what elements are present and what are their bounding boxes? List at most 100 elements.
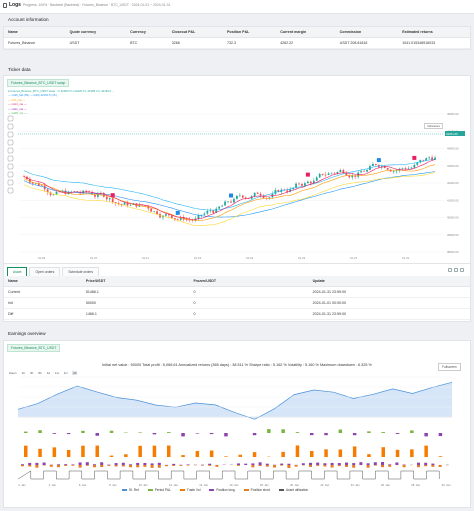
- drawing-tool-icon[interactable]: [7, 179, 14, 186]
- candle-body: [40, 185, 43, 187]
- candle-body: [389, 169, 392, 172]
- trade-marker[interactable]: [376, 158, 381, 163]
- pnl-bar: [381, 432, 385, 433]
- symbol-chip[interactable]: Futures_Binance_BTC_USDT swap: [7, 79, 70, 87]
- legend-entry[interactable]: Position long: [209, 488, 235, 492]
- drawing-tool-icon[interactable]: [7, 155, 14, 162]
- candle-body: [425, 158, 428, 161]
- trade-marker[interactable]: [229, 193, 233, 198]
- table-row: Current 51466.1 0 2024-01-31 23:59:00: [4, 286, 470, 298]
- trade-marker[interactable]: [412, 155, 417, 160]
- legend-entry[interactable]: St. Ret: [122, 488, 139, 492]
- drawing-tool-icon[interactable]: [7, 147, 14, 154]
- y-tick-label: 39000.00: [447, 233, 459, 237]
- position-short-bar: [157, 465, 161, 468]
- fullscreen-button[interactable]: Fullscreen: [438, 363, 461, 371]
- filter-icon[interactable]: [448, 268, 452, 272]
- drawing-tool-icon[interactable]: [7, 187, 14, 194]
- y-tick-label: 40000.00: [447, 216, 459, 220]
- legend-entry[interactable]: Trade Vol: [179, 488, 200, 492]
- position-short-bar: [136, 465, 140, 468]
- drawing-tool-icon[interactable]: [7, 163, 14, 170]
- volume-bar: [310, 451, 314, 457]
- candle-body: [179, 217, 182, 220]
- candle-body: [419, 159, 422, 163]
- position-long-bar: [35, 462, 39, 465]
- trade-marker[interactable]: [110, 193, 115, 198]
- volume-bar: [410, 449, 414, 457]
- zoom-option-8h[interactable]: 8h: [38, 371, 42, 375]
- candle-body: [230, 201, 232, 203]
- legend-entry[interactable]: Position short: [243, 488, 270, 492]
- position-long-bar: [337, 463, 341, 465]
- status-col-header: Name: [4, 276, 82, 287]
- x-tick-label: 10. Jan: [139, 483, 148, 487]
- pnl-bar: [95, 433, 99, 436]
- candle-body: [206, 211, 209, 214]
- account-table: Name Quote currency Currency Closeout P&L Po…: [4, 27, 470, 49]
- zoom-option-3h[interactable]: 3h: [30, 371, 34, 375]
- zoom-option-all[interactable]: All: [72, 371, 78, 375]
- trade-marker[interactable]: [305, 172, 310, 177]
- zoom-option-1h[interactable]: 1h: [21, 371, 26, 375]
- volume-bar: [381, 447, 385, 457]
- account-col-header: Name: [4, 27, 66, 38]
- drawing-tool-icon[interactable]: [7, 139, 14, 146]
- asset-price: 51466.1: [81, 286, 190, 298]
- indicators-button[interactable]: Indicators: [424, 123, 444, 129]
- zoom-option-1w[interactable]: 1w: [55, 371, 59, 375]
- candle-body: [404, 168, 407, 170]
- drawing-tool-icon[interactable]: [7, 123, 14, 130]
- legend-entry[interactable]: Period P&L: [147, 488, 171, 492]
- position-short-bar: [417, 465, 420, 468]
- position-long-bar: [251, 463, 255, 465]
- drawing-tool-icon[interactable]: [7, 115, 14, 122]
- candle-body: [333, 172, 336, 174]
- earnings-section-title: Earnings overview: [8, 331, 46, 336]
- candle-body: [336, 172, 339, 174]
- legend-entry: — rsi21_ma —: [8, 106, 27, 111]
- pnl-bar: [24, 431, 28, 433]
- volume-bar: [181, 455, 185, 457]
- pnl-bar: [438, 433, 443, 437]
- zoom-option-1m[interactable]: 1m: [63, 371, 69, 375]
- x-tick-label: 01-23: [298, 256, 306, 260]
- status-table: Name Price/USDT Frozen/USDT Update Current 5…: [4, 276, 470, 320]
- candle-body: [298, 183, 300, 185]
- volume-bar: [238, 454, 242, 457]
- volume-bar: [66, 449, 71, 457]
- legend-entry[interactable]: Asset utilization: [278, 488, 308, 492]
- x-tick-label: 2. Jan: [18, 483, 26, 487]
- position-long-bar: [381, 462, 384, 465]
- zoom-option-1d[interactable]: 1d: [46, 371, 51, 375]
- position-short-bar: [388, 465, 392, 467]
- volume-bar: [295, 445, 300, 457]
- account-col-header: Quote currency: [65, 27, 127, 38]
- candle-body: [330, 172, 333, 174]
- position-long-bar: [366, 463, 370, 465]
- settings-icon[interactable]: [460, 268, 464, 272]
- candle-body: [238, 195, 241, 197]
- pnl-bar: [209, 433, 214, 435]
- position-short-bar: [208, 465, 212, 466]
- candle-body: [357, 172, 360, 177]
- candle-body: [247, 198, 250, 200]
- volume-bar: [152, 445, 157, 457]
- candle-body: [253, 192, 256, 197]
- asset-frozen: 0: [189, 308, 309, 320]
- pnl-bar: [66, 433, 71, 435]
- drawing-tool-icon[interactable]: [7, 131, 14, 138]
- legend-swatch: [243, 489, 249, 492]
- candlestick-chart[interactable]: 46000.0045000.0044000.0043000.0042000.00…: [4, 76, 470, 267]
- asset-name: Init: [4, 297, 82, 309]
- account-col-header: Estimated returns: [398, 27, 470, 38]
- legend-label: Position long: [216, 488, 235, 492]
- drawing-tool-icon[interactable]: [7, 171, 14, 178]
- x-tick-label: 01-15: [194, 256, 202, 260]
- trade-marker[interactable]: [175, 210, 180, 215]
- x-tick-label: 18. Jan: [260, 483, 269, 487]
- position-long-bar: [309, 462, 312, 465]
- earnings-symbol-chip[interactable]: Futures_Binance_BTC_USDT: [7, 344, 61, 352]
- refresh-icon[interactable]: [454, 268, 458, 272]
- earnings-chart[interactable]: 2. Jan 4. Jan 6. Jan 8. Jan 10. Jan 12. Jan 14…: [4, 341, 470, 509]
